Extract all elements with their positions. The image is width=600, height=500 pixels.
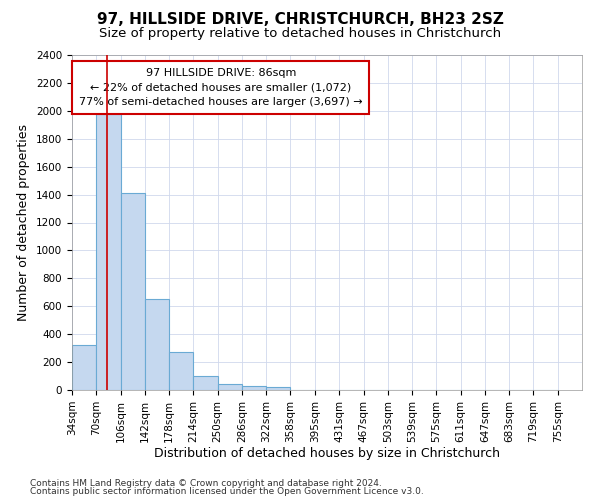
Text: 97, HILLSIDE DRIVE, CHRISTCHURCH, BH23 2SZ: 97, HILLSIDE DRIVE, CHRISTCHURCH, BH23 2… [97,12,503,28]
X-axis label: Distribution of detached houses by size in Christchurch: Distribution of detached houses by size … [154,448,500,460]
Bar [242,386,266,390]
Bar [169,352,193,390]
Bar [218,384,242,390]
Bar [266,387,290,390]
Bar [96,114,121,390]
Bar [193,376,218,390]
Text: Contains public sector information licensed under the Open Government Licence v3: Contains public sector information licen… [30,487,424,496]
Text: Contains HM Land Registry data © Crown copyright and database right 2024.: Contains HM Land Registry data © Crown c… [30,478,382,488]
Text: Size of property relative to detached houses in Christchurch: Size of property relative to detached ho… [99,28,501,40]
Text: 97 HILLSIDE DRIVE: 86sqm
← 22% of detached houses are smaller (1,072)
77% of sem: 97 HILLSIDE DRIVE: 86sqm ← 22% of detach… [79,68,363,107]
Bar [145,300,169,390]
Y-axis label: Number of detached properties: Number of detached properties [17,124,31,321]
Bar [121,193,145,390]
Bar [72,344,96,390]
